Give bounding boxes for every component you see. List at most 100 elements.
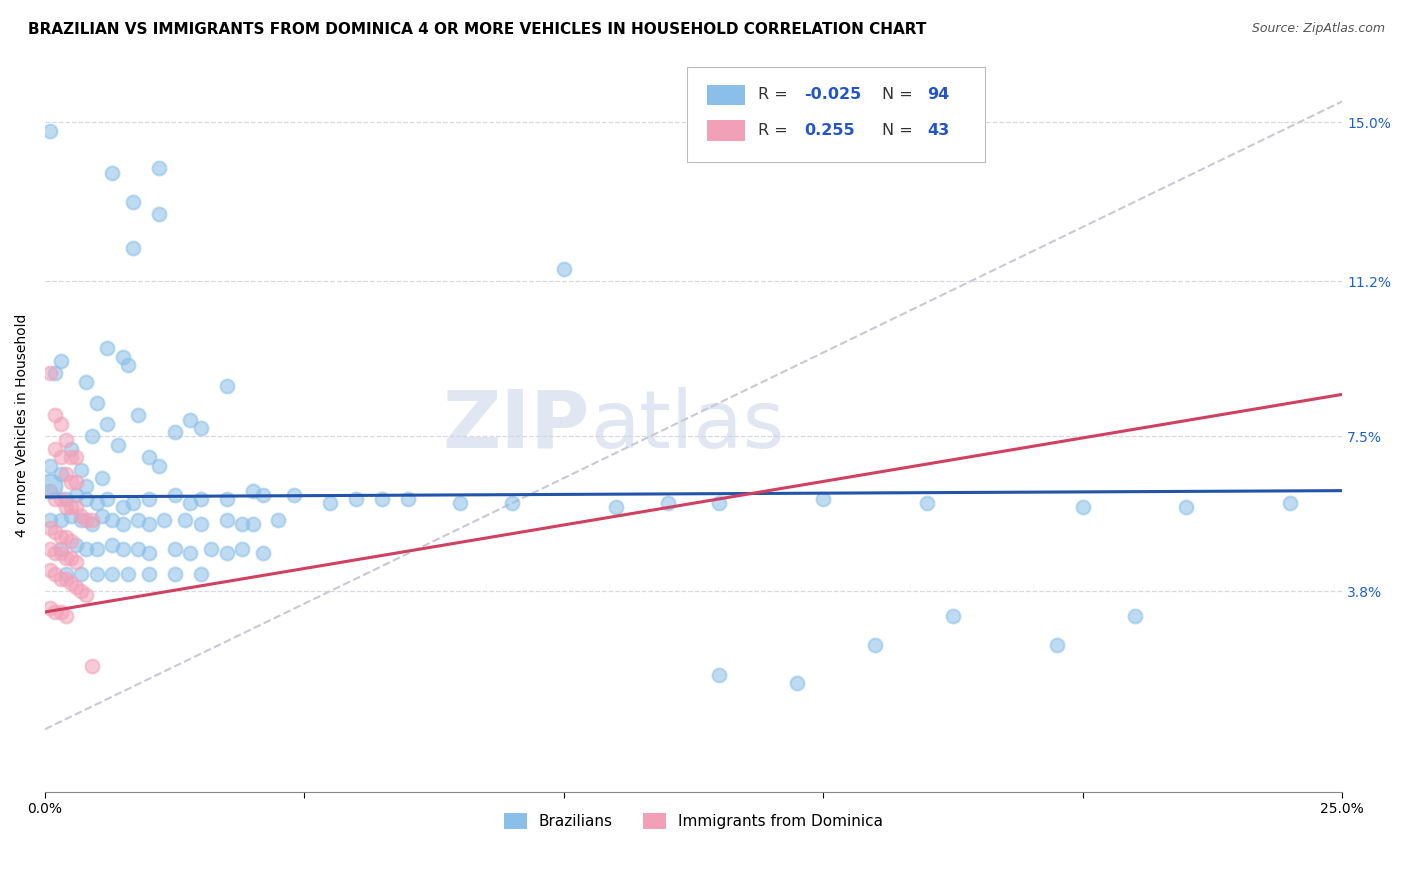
Point [242,483,264,498]
Point [127,409,149,423]
Point [138,491,160,506]
Point [709,667,731,681]
Point [49,513,72,527]
Point [55,491,77,506]
Point [70,584,93,599]
Point [76,588,98,602]
Point [344,491,367,506]
Point [55,434,77,448]
Point [76,491,98,506]
Point [122,241,145,255]
Point [117,358,139,372]
Point [101,165,124,179]
Point [915,496,938,510]
Point [138,546,160,560]
Text: 94: 94 [927,87,949,103]
Point [49,530,72,544]
Point [86,542,108,557]
Point [215,513,238,527]
Point [39,513,62,527]
Point [59,575,82,590]
Point [44,491,66,506]
Point [65,555,87,569]
Point [65,580,87,594]
Point [138,517,160,532]
Point [59,550,82,565]
Point [163,488,186,502]
Point [252,546,274,560]
Point [39,479,62,493]
Text: 0.255: 0.255 [804,123,855,138]
Point [163,567,186,582]
Point [657,496,679,510]
Point [267,513,290,527]
Point [39,542,62,557]
FancyBboxPatch shape [707,85,745,105]
Text: ZIP: ZIP [443,387,589,465]
Point [65,488,87,502]
Point [122,194,145,209]
Point [59,533,82,548]
Point [1046,639,1069,653]
Point [111,542,134,557]
Point [283,488,305,502]
Legend: Brazilians, Immigrants from Dominica: Brazilians, Immigrants from Dominica [498,807,890,836]
Point [39,124,62,138]
Point [91,508,114,523]
Point [86,567,108,582]
Point [76,513,98,527]
Point [44,567,66,582]
Point [1123,609,1146,624]
Point [153,513,176,527]
Text: R =: R = [758,123,789,138]
Point [96,417,118,431]
Point [39,367,62,381]
Point [91,471,114,485]
Point [49,467,72,481]
Point [70,508,93,523]
Point [231,542,253,557]
Point [111,500,134,515]
Point [396,491,419,506]
Point [59,475,82,490]
Point [86,496,108,510]
Point [96,491,118,506]
Point [122,496,145,510]
FancyBboxPatch shape [707,120,745,141]
Point [501,496,523,510]
Text: N =: N = [882,87,912,103]
Point [76,542,98,557]
Point [863,639,886,653]
Point [70,513,93,527]
Point [39,521,62,535]
Point [80,659,103,673]
Point [49,572,72,586]
Point [190,567,212,582]
Point [44,546,66,560]
Text: atlas: atlas [589,387,785,465]
Point [1175,500,1198,515]
Point [70,567,93,582]
Point [179,496,201,510]
Point [1071,500,1094,515]
Text: Source: ZipAtlas.com: Source: ZipAtlas.com [1251,22,1385,36]
Point [942,609,965,624]
Point [49,354,72,368]
Point [709,496,731,510]
Point [39,458,62,473]
Point [101,567,124,582]
Point [101,538,124,552]
Point [215,491,238,506]
Point [80,517,103,532]
Point [49,450,72,465]
Point [55,467,77,481]
Text: -0.025: -0.025 [804,87,860,103]
Point [138,567,160,582]
Point [127,513,149,527]
Point [44,442,66,456]
Point [148,161,170,176]
Point [127,542,149,557]
Point [174,513,197,527]
FancyBboxPatch shape [688,67,986,162]
Point [190,421,212,435]
